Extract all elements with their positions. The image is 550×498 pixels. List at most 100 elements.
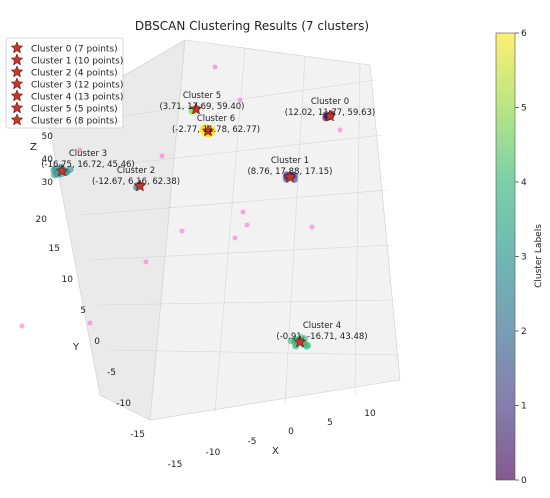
cluster-center-marker bbox=[189, 102, 203, 115]
cluster-name-label: Cluster 5 bbox=[183, 91, 221, 101]
cluster-4: Cluster 4(-0.91, -16.71, 43.48) bbox=[276, 321, 368, 350]
gridline bbox=[99, 299, 397, 306]
legend-label: Cluster 0 (7 points) bbox=[31, 45, 118, 55]
noise-point bbox=[19, 323, 25, 329]
x-tick-label: -15 bbox=[168, 460, 183, 470]
cluster-center-label: (3.71, 17.69, 59.40) bbox=[159, 102, 244, 112]
noise-point bbox=[212, 64, 218, 70]
y-axis-label: Y bbox=[72, 342, 80, 353]
legend-label: Cluster 2 (4 points) bbox=[31, 69, 118, 79]
cluster-center-marker bbox=[201, 124, 215, 137]
legend-star-icon bbox=[10, 65, 24, 78]
gridline bbox=[149, 39, 186, 421]
gridline bbox=[214, 47, 246, 413]
colorbar: 0 1 2 3 4 5 6 Cluster Labels bbox=[495, 29, 544, 486]
noise-point bbox=[143, 259, 149, 265]
legend-star-icon bbox=[10, 41, 24, 54]
cluster-center-marker bbox=[283, 170, 297, 183]
z-tick-label: 30 bbox=[42, 178, 54, 188]
noise-point bbox=[77, 147, 83, 153]
y-tick-label: 5 bbox=[80, 306, 86, 316]
y-tick-label: -15 bbox=[130, 430, 145, 440]
y-tick-label: 0 bbox=[94, 337, 100, 347]
legend-star-icon bbox=[10, 89, 24, 102]
gridline bbox=[284, 55, 306, 405]
cluster-center-label: (-16.75, 16.72, 45.46) bbox=[41, 160, 135, 170]
colorbar-tick-label: 0 bbox=[521, 476, 527, 486]
legend-label: Cluster 5 (5 points) bbox=[31, 105, 118, 115]
x-tick-label: 10 bbox=[364, 409, 376, 419]
colorbar-tick-label: 4 bbox=[521, 178, 527, 188]
noise-point bbox=[159, 153, 165, 159]
axes-3d bbox=[47, 39, 401, 421]
noise-point bbox=[232, 235, 238, 241]
y-tick-label: 15 bbox=[49, 244, 60, 254]
z-tick-label: 40 bbox=[42, 155, 54, 165]
legend: Cluster 0 (7 points) Cluster 1 (10 points… bbox=[5, 37, 124, 129]
noise-point bbox=[337, 127, 343, 133]
cluster-name-label: Cluster 1 bbox=[271, 156, 309, 166]
x-axis-label: X bbox=[272, 446, 279, 457]
colorbar-tick-label: 3 bbox=[521, 253, 527, 263]
colorbar-gradient bbox=[495, 32, 516, 481]
legend-label: Cluster 3 (12 points) bbox=[31, 81, 123, 91]
y-tick-label: -10 bbox=[116, 399, 131, 409]
y-tick-label: -5 bbox=[107, 368, 116, 378]
legend-label: Cluster 6 (8 points) bbox=[31, 117, 118, 127]
legend-star-icon bbox=[10, 101, 24, 114]
noise-point bbox=[237, 97, 243, 103]
cluster-center-marker bbox=[133, 179, 147, 192]
cluster-1: Cluster 1(8.76, 17.88, 17.15) bbox=[247, 156, 333, 183]
cluster-name-label: Cluster 0 bbox=[311, 97, 349, 107]
legend-star-icon bbox=[10, 77, 24, 90]
legend-label: Cluster 4 (13 points) bbox=[31, 93, 123, 103]
gridline bbox=[79, 189, 389, 216]
cluster-point bbox=[50, 166, 58, 174]
legend-box bbox=[5, 37, 124, 129]
cluster-0: Cluster 0(12.02, 11.77, 59.63) bbox=[285, 97, 375, 122]
chart-title: DBSCAN Clustering Results (7 clusters) bbox=[135, 19, 369, 33]
gridline bbox=[69, 134, 383, 171]
cluster-name-label: Cluster 4 bbox=[303, 321, 341, 331]
z-axis-label: Z bbox=[30, 142, 37, 153]
gridline bbox=[354, 63, 361, 395]
cluster-name-label: Cluster 3 bbox=[69, 149, 107, 159]
gridline bbox=[89, 244, 393, 261]
x-tick-label: -10 bbox=[206, 448, 221, 458]
y-tick-label: 20 bbox=[36, 215, 48, 225]
colorbar-tick-label: 5 bbox=[521, 104, 527, 114]
z-tick-label: 50 bbox=[42, 132, 54, 142]
colorbar-tick-label: 1 bbox=[521, 402, 527, 412]
cluster-point bbox=[66, 165, 74, 173]
cluster-5: Cluster 5(3.71, 17.69, 59.40) bbox=[159, 91, 245, 115]
colorbar-tick-label: 2 bbox=[521, 327, 527, 337]
cluster-center-label: (-2.77, 11.78, 62.77) bbox=[172, 125, 260, 135]
cluster-point bbox=[287, 337, 295, 345]
y-tick-label: 10 bbox=[62, 275, 74, 285]
cluster-2: Cluster 2(-12.67, 6.16, 62.38) bbox=[92, 166, 180, 192]
cluster-center-label: (8.76, 17.88, 17.15) bbox=[247, 167, 332, 177]
cluster-name-label: Cluster 6 bbox=[197, 114, 235, 124]
axis-ticks: -15 -10 -5 0 5 10 -15 -10 -5 0 5 10 15 20 30 40 50 bbox=[36, 132, 376, 470]
cluster-points: Cluster 0(12.02, 11.77, 59.63)Cluster 1(… bbox=[41, 91, 375, 350]
gridline bbox=[109, 349, 400, 356]
colorbar-label: Cluster Labels bbox=[534, 224, 544, 288]
noise-point bbox=[240, 209, 246, 215]
colorbar-tick-label: 6 bbox=[521, 29, 527, 39]
cluster-center-marker bbox=[55, 164, 69, 177]
cluster-center-marker bbox=[293, 335, 307, 348]
noise-point bbox=[244, 222, 250, 228]
cluster-6: Cluster 6(-2.77, 11.78, 62.77) bbox=[172, 114, 260, 138]
noise-point bbox=[87, 320, 93, 326]
cluster-center-label: (-0.91, -16.71, 43.48) bbox=[276, 332, 367, 342]
cluster-center-marker bbox=[323, 109, 337, 122]
x-tick-label: 0 bbox=[288, 427, 294, 437]
cluster-center-label: (-12.67, 6.16, 62.38) bbox=[92, 177, 180, 187]
legend-star-icon bbox=[10, 113, 24, 126]
cluster-name-label: Cluster 2 bbox=[117, 166, 155, 176]
cluster-center-label: (12.02, 11.77, 59.63) bbox=[285, 108, 375, 118]
noise-point bbox=[179, 228, 185, 234]
x-tick-label: 5 bbox=[327, 418, 333, 428]
noise-point bbox=[309, 224, 315, 230]
cluster-3: Cluster 3(-16.75, 16.72, 45.46) bbox=[41, 149, 135, 179]
